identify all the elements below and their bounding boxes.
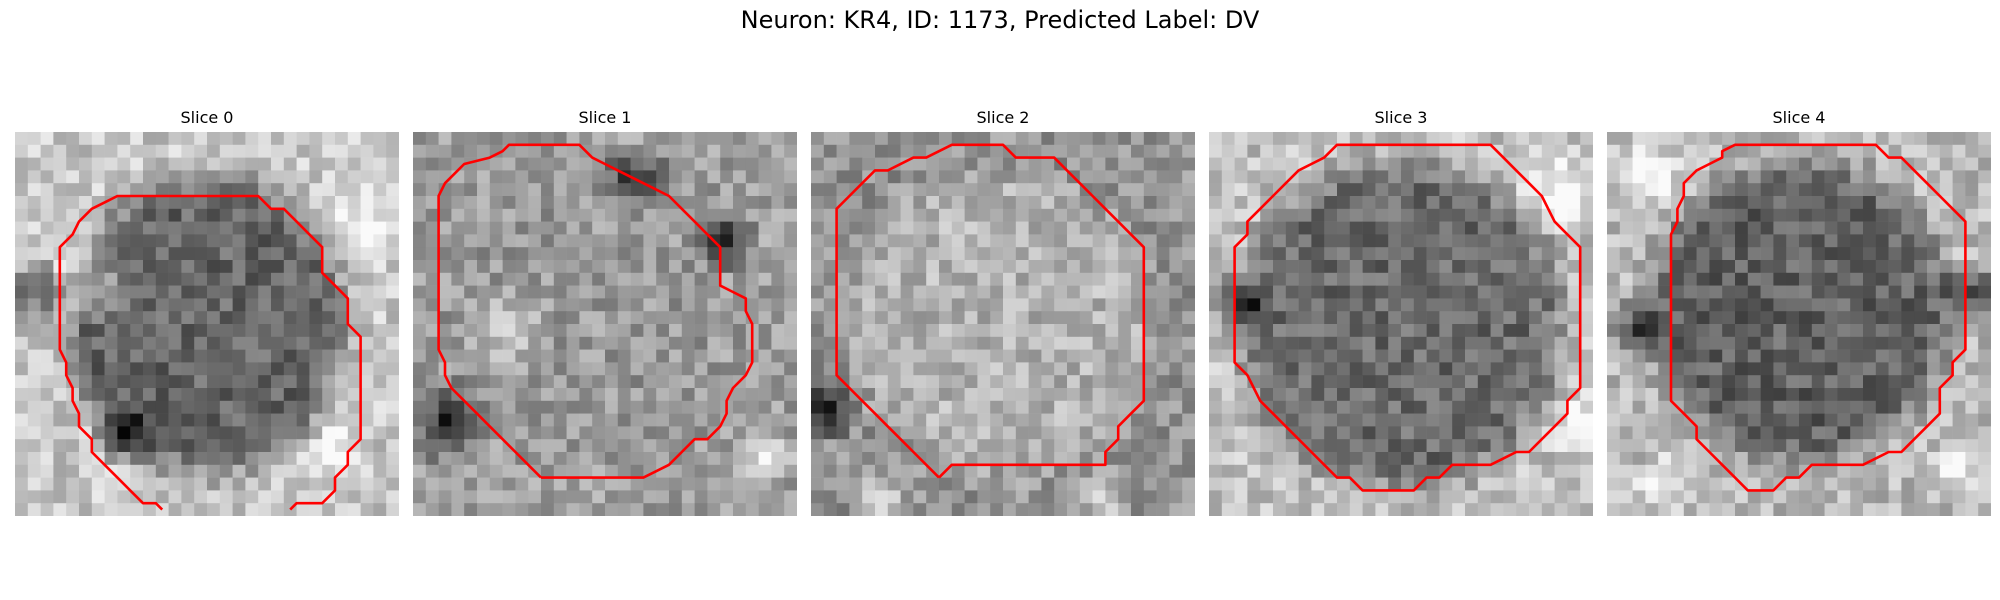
image-pixels <box>1607 132 1991 516</box>
segmentation-contour <box>437 143 754 479</box>
segmentation-contour <box>1233 143 1582 492</box>
slice-title: Slice 0 <box>180 108 234 127</box>
slice-panel-4: Slice 4 <box>1607 104 1991 516</box>
slice-image <box>1209 132 1593 516</box>
slice-image <box>413 132 797 516</box>
slice-panel-1: Slice 1 <box>413 104 797 516</box>
slice-title: Slice 4 <box>1772 108 1826 127</box>
segmentation-contour <box>58 194 362 511</box>
slice-panel-2: Slice 2 <box>811 104 1195 516</box>
slice-panel-3: Slice 3 <box>1209 104 1593 516</box>
image-pixels <box>413 132 797 516</box>
image-pixels <box>15 132 399 516</box>
segmentation-contour <box>835 143 1146 479</box>
slice-title: Slice 1 <box>578 108 632 127</box>
image-pixels <box>1209 132 1593 516</box>
image-pixels <box>811 132 1195 516</box>
slice-image <box>15 132 399 516</box>
slice-title: Slice 2 <box>976 108 1030 127</box>
slice-panel-0: Slice 0 <box>15 104 399 516</box>
segmentation-contour <box>1669 143 1967 492</box>
figure-title: Neuron: KR4, ID: 1173, Predicted Label: … <box>740 6 1260 34</box>
slice-image <box>1607 132 1991 516</box>
slice-title: Slice 3 <box>1374 108 1428 127</box>
slice-image <box>811 132 1195 516</box>
